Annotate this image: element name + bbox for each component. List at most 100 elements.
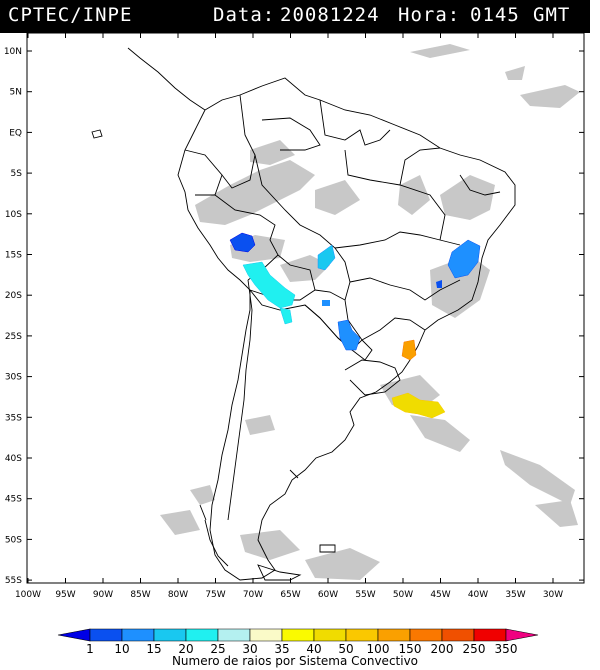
lon-tick-label: 60W [318,590,338,600]
cloud-amazon-north [250,140,295,165]
system-bolivia [317,244,336,271]
lon-tick-label: 30W [543,590,563,600]
cloud-brazil-east [440,175,495,220]
colorbar-tick-label: 200 [431,642,454,656]
cloud-atlantic-sw [410,415,470,452]
cloud-southeast-br [430,255,490,318]
tierra-del-fuego [257,564,302,581]
falklands [319,544,336,553]
guyanas [319,99,391,146]
colorbar-tick-label: 35 [274,642,289,656]
lon-tick-label: 55W [355,590,375,600]
colorbar-swatch [89,628,123,642]
latitude-axis: 10N 5N EQ 5S 10S 15S 20S 25S 30S 35S 40S 45S 50S 55S [4,47,584,586]
argentina-north [249,289,373,361]
galapagos [91,129,103,139]
cloud-atlantic-far [500,450,575,505]
lon-tick-label: 90W [93,590,113,600]
lat-tick-label: 25S [5,332,22,342]
argentina-south [289,469,299,479]
colorbar-swatch [409,628,443,642]
cloud-amazon-west [195,160,315,225]
lon-tick-label: 70W [243,590,263,600]
cloud-drake [305,548,380,580]
lon-tick-label: 75W [205,590,225,600]
lat-tick-label: 35S [5,413,22,423]
lon-tick-label: 40W [468,590,488,600]
ecuador-border [184,149,223,196]
colombia-border [221,94,256,189]
colorbar-tick-label: 10 [114,642,129,656]
colorbar-tick-label: 30 [242,642,257,656]
colorbar-tick-label: 15 [146,642,161,656]
cloud-caribbean-east [505,66,525,80]
colorbar-swatch [121,628,155,642]
timezone-label: GMT [533,4,571,26]
colorbar-swatch [217,628,251,642]
lat-tick-label: 5S [11,169,23,179]
cloud-amazon-central [315,180,360,215]
system-minas [447,239,481,279]
colorbar-swatch [153,628,187,642]
source-label: CPTEC/INPE [8,4,133,26]
lon-tick-label: 100W [15,590,41,600]
colorbar-tick-label: 250 [463,642,486,656]
colorbar-swatch [281,628,315,642]
lon-tick-label: 80W [168,590,188,600]
time-value: 0145 [470,4,520,26]
lon-tick-label: 50W [393,590,413,600]
system-peru-coast [242,261,296,309]
lat-tick-label: 55S [5,576,22,586]
colorbar-tick-label: 25 [210,642,225,656]
colorbar-tick-label: 20 [178,642,193,656]
colorbar-tick-label: 40 [306,642,321,656]
convective-systems [229,232,481,419]
cloud-north-atlantic [410,44,470,58]
colorbar-title: Numero de raios por Sistema Convectivo [172,654,418,668]
colorbar-tick-label: 100 [367,642,390,656]
lat-tick-label: EQ [9,128,22,138]
cloud-argentina [245,415,275,435]
colorbar-swatch [249,628,283,642]
country-borders [91,47,516,581]
lon-tick-label: 65W [280,590,300,600]
lat-tick-label: 30S [5,373,22,383]
colorbar-tick-label: 150 [399,642,422,656]
system-peru-north [229,232,256,253]
brazil-states-6 [459,174,501,196]
lon-tick-label: 85W [130,590,150,600]
date-label: Data: [213,4,276,26]
colorbar-swatch [505,628,539,642]
lat-tick-label: 15S [5,251,22,261]
cloud-patagonia [190,485,215,505]
lat-tick-label: 5N [10,88,22,98]
system-paraguay [337,319,361,351]
colorbar-swatch [345,628,379,642]
chile-border [227,279,253,521]
lat-tick-label: 45S [5,495,22,505]
longitude-axis: 100W 95W 90W 85W 80W 75W 70W 65W 60W 55W 50W 45W 40W… [15,33,563,600]
date-value: 20081224 [280,4,380,26]
colorbar-tick-label: 1 [86,642,94,656]
lon-tick-label: 45W [430,590,450,600]
colorbar-swatch [377,628,411,642]
cloud-south-tip [240,530,300,560]
lat-tick-label: 10S [5,210,22,220]
lat-tick-label: 10N [4,47,22,57]
colorbar-swatch [185,628,219,642]
colorbar-swatch [313,628,347,642]
brazil-states-4 [361,317,426,341]
colorbar-swatch [57,628,91,642]
colorbar-tick-label: 50 [338,642,353,656]
south-america-outline [177,77,516,581]
cloud-eq-atlantic [520,85,580,108]
map-border [26,32,585,584]
cloud-brazil-ne [398,175,430,215]
system-small-1 [322,300,330,306]
lon-tick-label: 35W [505,590,525,600]
venezuela-border [261,117,321,151]
system-minas-small [436,280,442,288]
lat-tick-label: 20S [5,291,22,301]
brazil-states-3 [349,277,461,301]
